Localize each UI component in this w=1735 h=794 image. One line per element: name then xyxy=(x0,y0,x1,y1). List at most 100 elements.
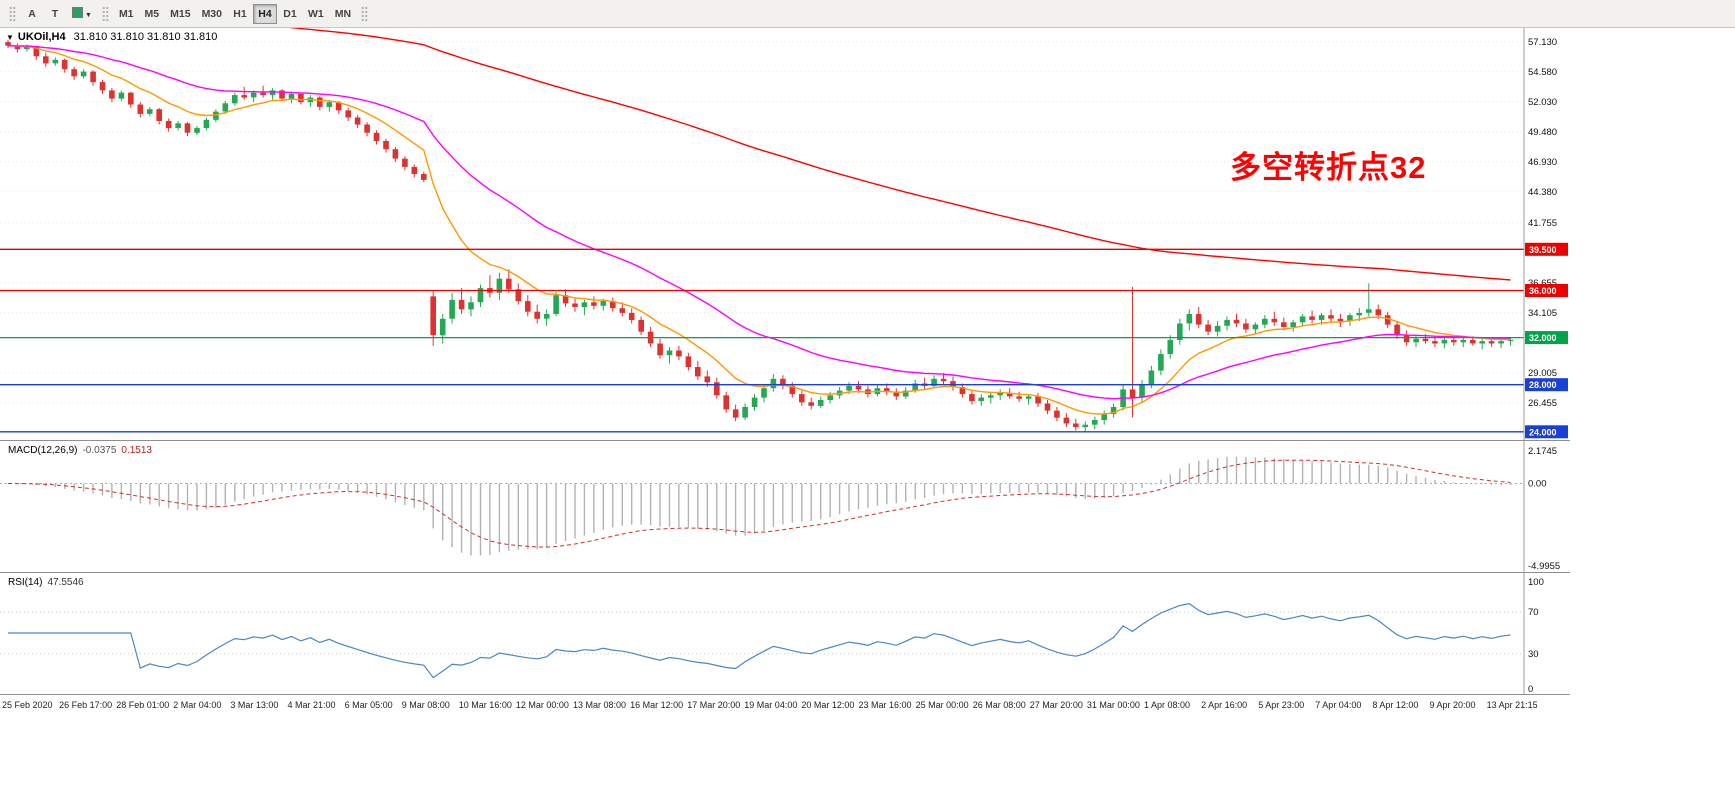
rsi-line xyxy=(8,602,1511,679)
time-label: 25 Mar 00:00 xyxy=(915,700,969,710)
price-axis-label: 34.105 xyxy=(1528,308,1557,319)
macd-signal-line xyxy=(7,459,1511,548)
macd-indicator-svg[interactable]: 2.1745 0.00 -4.9955 xyxy=(0,440,1570,573)
rsi-value: 47.5546 xyxy=(47,577,84,588)
ma-10-line xyxy=(7,45,1511,415)
macd-label: MACD(12,26,9) -0.0375 0.1513 xyxy=(8,445,152,456)
rsi-axis-label: 0 xyxy=(1528,684,1533,695)
color-swatch-icon xyxy=(72,7,83,18)
time-label: 16 Mar 12:00 xyxy=(630,700,684,710)
price-tag-32.000 xyxy=(1525,331,1568,345)
time-label: 4 Mar 21:00 xyxy=(287,700,336,710)
price-tag-28.000 xyxy=(1525,378,1568,392)
time-label: 26 Feb 17:00 xyxy=(59,700,113,710)
time-label: 6 Mar 05:00 xyxy=(344,700,393,710)
time-label: 13 Apr 21:15 xyxy=(1486,700,1538,710)
macd-signal-value: 0.1513 xyxy=(121,445,152,456)
macd-value: -0.0375 xyxy=(82,445,117,456)
macd-histogram xyxy=(16,456,1512,556)
price-gridlines xyxy=(0,41,1524,404)
rsi-label: RSI(14) 47.5546 xyxy=(8,577,84,588)
timeframe-button-h1[interactable]: H1 xyxy=(228,4,252,24)
time-label: 8 Apr 12:00 xyxy=(1372,700,1419,710)
toolbar-grip[interactable] xyxy=(9,5,16,22)
macd-name: MACD(12,26,9) xyxy=(8,445,78,456)
time-label: 1 Apr 08:00 xyxy=(1144,700,1191,710)
time-label: 27 Mar 20:00 xyxy=(1029,700,1083,710)
timeframe-button-d1[interactable]: D1 xyxy=(278,4,302,24)
time-label: 20 Mar 12:00 xyxy=(801,700,855,710)
chart-ohlc-values: 31.810 31.810 31.810 31.810 xyxy=(73,31,218,43)
time-label: 23 Mar 16:00 xyxy=(858,700,912,710)
toolbar-grip[interactable] xyxy=(361,5,369,22)
pointer-tool-button[interactable]: A xyxy=(21,4,43,24)
chart-title: ▼ UKOil,H4 31.810 31.810 31.810 31.810 xyxy=(6,31,217,43)
chart-annotation-text: 多空转折点32 xyxy=(1230,150,1427,185)
timeframe-button-h4[interactable]: H4 xyxy=(253,3,277,24)
rsi-indicator-svg[interactable]: 100 70 30 0 xyxy=(0,572,1570,695)
timeframe-button-m30[interactable]: M30 xyxy=(197,4,227,24)
timeframes-group: M1 M5 M15 M30 H1 H4 D1 W1 MN xyxy=(114,3,356,24)
price-tag-text: 32.000 xyxy=(1529,333,1557,343)
chart-dropdown-icon[interactable]: ▼ xyxy=(6,33,14,42)
price-axis-label: 46.930 xyxy=(1528,157,1557,168)
toolbar-grip[interactable] xyxy=(101,5,109,22)
macd-axis-label: 2.1745 xyxy=(1528,446,1557,457)
timeframe-button-m5[interactable]: M5 xyxy=(140,4,165,24)
time-label: 26 Mar 08:00 xyxy=(972,700,1026,710)
time-label: 3 Mar 13:00 xyxy=(230,700,279,710)
price-tag-text: 39.500 xyxy=(1529,245,1557,255)
time-label: 12 Mar 00:00 xyxy=(515,700,569,710)
time-label: 5 Apr 23:00 xyxy=(1258,700,1305,710)
price-tag-24.000 xyxy=(1525,425,1568,439)
price-axis-label: 41.755 xyxy=(1528,218,1557,229)
price-axis-label: 36.655 xyxy=(1528,278,1557,289)
toolbar: A T ▼ M1 M5 M15 M30 H1 H4 D1 W1 MN xyxy=(0,0,1735,28)
time-label: 13 Mar 08:00 xyxy=(573,700,627,710)
time-label: 19 Mar 04:00 xyxy=(744,700,798,710)
price-axis-label: 52.030 xyxy=(1528,97,1557,108)
main-chart-svg[interactable]: 57.130 54.580 52.030 49.480 46.930 44.380 41.7… xyxy=(0,28,1570,440)
time-label: 25 Feb 2020 xyxy=(2,700,53,710)
price-tag-text: 28.000 xyxy=(1529,380,1557,390)
price-axis-label: 29.005 xyxy=(1528,368,1557,379)
time-label: 2 Mar 04:00 xyxy=(173,700,222,710)
price-tag-36.000 xyxy=(1525,284,1568,297)
price-axis-label: 57.130 xyxy=(1528,37,1557,48)
timeframe-button-w1[interactable]: W1 xyxy=(303,4,329,24)
price-axis-label: 49.480 xyxy=(1528,127,1557,138)
price-tag-39.500 xyxy=(1525,242,1568,256)
chart-symbol-label: UKOil,H4 xyxy=(17,31,66,43)
rsi-name: RSI(14) xyxy=(8,577,43,588)
chevron-down-icon: ▼ xyxy=(85,12,92,19)
rsi-axis-label: 30 xyxy=(1528,649,1539,660)
price-tag-text: 36.000 xyxy=(1529,286,1557,296)
macd-axis-label: 0.00 xyxy=(1528,479,1547,490)
ma-160-line xyxy=(287,28,1511,281)
macd-axis-label: -4.9955 xyxy=(1528,561,1560,572)
time-label: 9 Mar 08:00 xyxy=(401,700,450,710)
price-axis-label: 26.455 xyxy=(1528,398,1557,409)
timeframe-button-mn[interactable]: MN xyxy=(330,4,356,24)
time-label: 31 Mar 00:00 xyxy=(1086,700,1140,710)
candles xyxy=(5,39,1514,432)
timeframe-button-m15[interactable]: M15 xyxy=(165,4,195,24)
rsi-axis-label: 100 xyxy=(1528,577,1544,588)
time-axis[interactable]: 25 Feb 2020 26 Feb 17:00 28 Feb 01:00 2 Mar… xyxy=(0,694,1570,717)
ma-30-line xyxy=(7,45,1511,400)
time-label: 17 Mar 20:00 xyxy=(687,700,741,710)
price-axis-label: 54.580 xyxy=(1528,67,1557,78)
text-tool-button[interactable]: T xyxy=(44,4,66,24)
time-label: 28 Feb 01:00 xyxy=(116,700,170,710)
time-label: 10 Mar 16:00 xyxy=(458,700,512,710)
line-style-tool-button[interactable]: ▼ xyxy=(67,4,97,24)
price-tag-text: 24.000 xyxy=(1529,427,1557,437)
time-label: 2 Apr 16:00 xyxy=(1201,700,1248,710)
tools-group: A T ▼ xyxy=(21,4,97,24)
time-label: 9 Apr 20:00 xyxy=(1429,700,1476,710)
time-label: 7 Apr 04:00 xyxy=(1315,700,1362,710)
price-axis-label: 44.380 xyxy=(1528,187,1557,198)
timeframe-button-m1[interactable]: M1 xyxy=(114,4,139,24)
